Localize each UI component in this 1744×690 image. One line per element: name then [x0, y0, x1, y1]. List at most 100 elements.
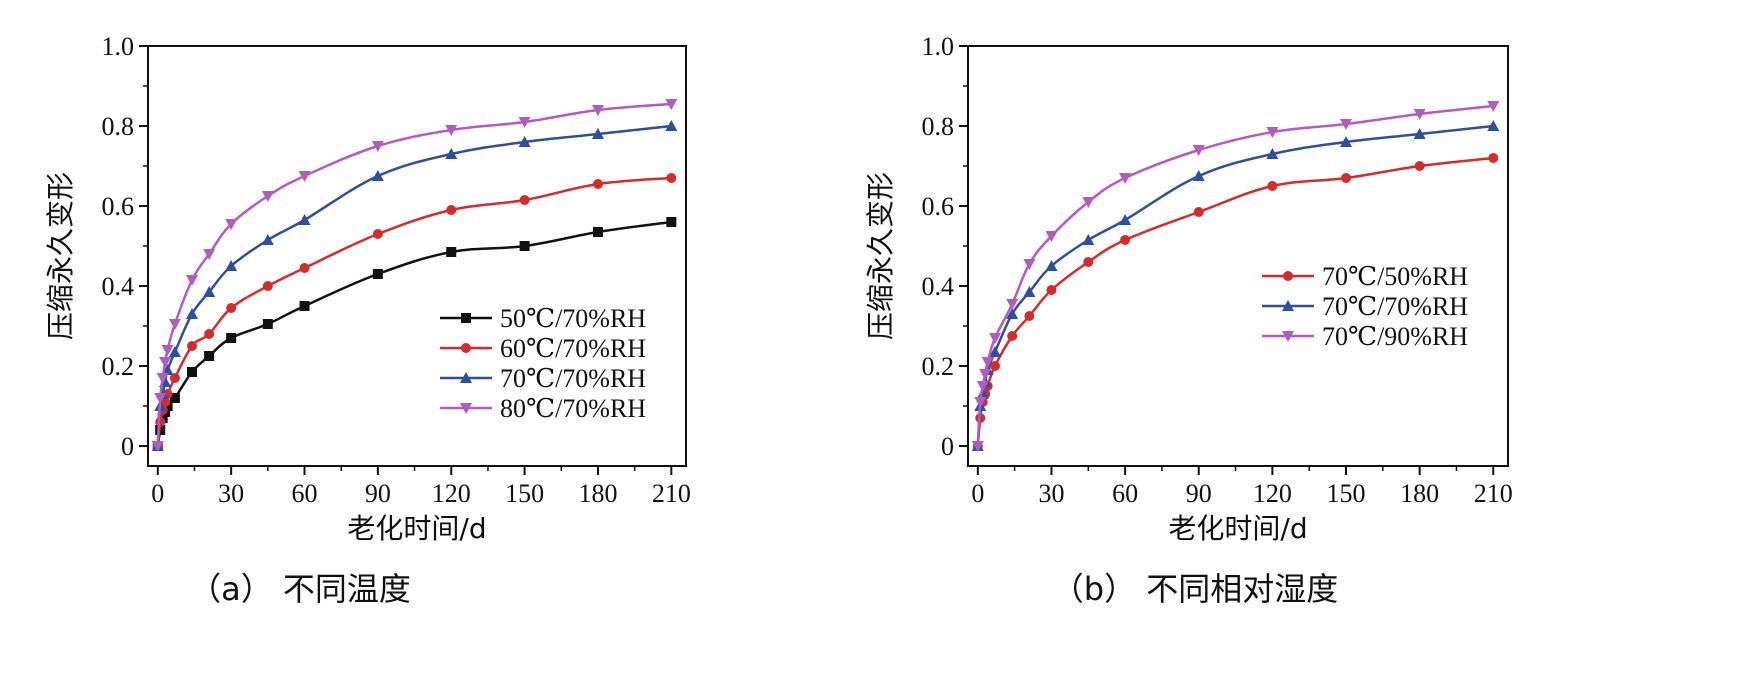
- series-line: [976, 104, 1494, 447]
- data-point: [261, 234, 274, 245]
- data-point: [974, 397, 987, 408]
- data-point: [262, 281, 273, 291]
- series-line: [156, 102, 672, 447]
- data-point: [1083, 257, 1094, 267]
- data-point: [1023, 259, 1036, 270]
- data-point: [1007, 331, 1018, 341]
- data-point: [299, 301, 310, 311]
- data-point: [1023, 286, 1036, 297]
- legend-label: 60℃/70%RH: [500, 334, 646, 363]
- data-point: [169, 373, 180, 383]
- data-point: [372, 269, 383, 279]
- x-axis-title: 老化时间/d: [347, 512, 486, 545]
- data-point: [1413, 128, 1426, 139]
- data-point: [204, 351, 215, 361]
- x-tick-label: 180: [578, 479, 617, 508]
- data-point: [1120, 235, 1131, 245]
- data-point: [1414, 161, 1425, 171]
- x-tick-label: 150: [505, 479, 544, 508]
- data-point: [186, 308, 199, 319]
- data-point: [1487, 101, 1500, 112]
- data-point: [446, 205, 457, 215]
- data-point: [1006, 308, 1019, 319]
- legend-marker: [460, 403, 472, 414]
- x-tick-label: 30: [218, 479, 244, 508]
- data-point: [298, 214, 311, 225]
- data-point: [1082, 197, 1095, 208]
- data-point: [226, 303, 237, 313]
- legend-marker: [461, 343, 471, 353]
- legend-marker: [1282, 331, 1294, 342]
- x-tick-label: 210: [652, 479, 691, 508]
- data-point: [187, 341, 198, 351]
- data-point: [298, 171, 311, 182]
- data-point: [1340, 119, 1352, 130]
- y-tick-label: 1.0: [922, 32, 955, 61]
- y-axis-title: 压缩永久变形: [864, 172, 897, 340]
- x-axis-title: 老化时间/d: [1168, 512, 1307, 545]
- data-point: [204, 329, 215, 339]
- data-point: [1340, 136, 1352, 147]
- data-point: [1024, 311, 1035, 321]
- data-point: [666, 217, 677, 227]
- data-point: [446, 247, 457, 257]
- data-point: [203, 249, 216, 260]
- data-point: [1082, 234, 1095, 245]
- data-point: [519, 241, 530, 251]
- legend-label: 70℃/70%RH: [500, 364, 646, 393]
- data-point: [1266, 127, 1279, 138]
- legend-label: 50℃/70%RH: [500, 304, 646, 333]
- data-point: [666, 173, 677, 183]
- y-tick-label: 0.6: [922, 192, 955, 221]
- y-tick-label: 0.8: [102, 112, 135, 141]
- data-point: [979, 369, 992, 380]
- data-point: [591, 105, 604, 116]
- y-tick-label: 0.4: [922, 272, 955, 301]
- x-tick-label: 60: [1112, 479, 1138, 508]
- data-point: [226, 333, 237, 343]
- data-point: [990, 361, 1000, 371]
- data-point: [1119, 214, 1132, 225]
- data-point: [1267, 181, 1278, 191]
- series-2: [151, 120, 678, 451]
- data-point: [518, 117, 531, 128]
- data-point: [1487, 120, 1500, 131]
- data-point: [519, 195, 530, 205]
- data-point: [518, 136, 531, 147]
- x-tick-label: 150: [1327, 479, 1366, 508]
- data-point: [154, 393, 167, 404]
- data-point: [1045, 260, 1058, 271]
- series-2: [971, 101, 1500, 452]
- data-point: [1266, 148, 1279, 159]
- data-point: [665, 120, 678, 131]
- series-3: [151, 99, 678, 452]
- plot-frame: [147, 45, 687, 467]
- legend-label: 80℃/70%RH: [500, 394, 646, 423]
- y-tick-label: 0: [121, 432, 134, 461]
- data-point: [203, 286, 216, 297]
- data-point: [225, 260, 238, 271]
- x-tick-label: 90: [1186, 479, 1212, 508]
- panel-caption: （b） 不同相对湿度: [1052, 570, 1339, 608]
- x-tick-label: 60: [292, 479, 318, 508]
- data-point: [971, 441, 984, 452]
- x-tick-label: 30: [1038, 479, 1064, 508]
- data-point: [981, 357, 994, 368]
- legend-label: 70℃/70%RH: [1322, 292, 1468, 321]
- data-point: [159, 357, 172, 368]
- data-point: [445, 125, 458, 136]
- data-point: [169, 393, 180, 403]
- data-point: [186, 275, 199, 286]
- legend-marker: [461, 313, 471, 323]
- y-tick-label: 1.0: [102, 32, 135, 61]
- data-point: [1192, 145, 1205, 156]
- data-point: [168, 346, 181, 357]
- data-point: [445, 148, 458, 159]
- chart-panel-1: 0 30 60 90 120 150 180 210 0 0.2 0.4 0.6 0.8 1.0 老化时间/…: [864, 32, 1513, 608]
- x-tick-label: 0: [971, 479, 984, 508]
- data-point: [1488, 153, 1499, 163]
- data-point: [151, 441, 164, 452]
- data-point: [299, 263, 310, 273]
- legend-label: 70℃/90%RH: [1322, 322, 1468, 351]
